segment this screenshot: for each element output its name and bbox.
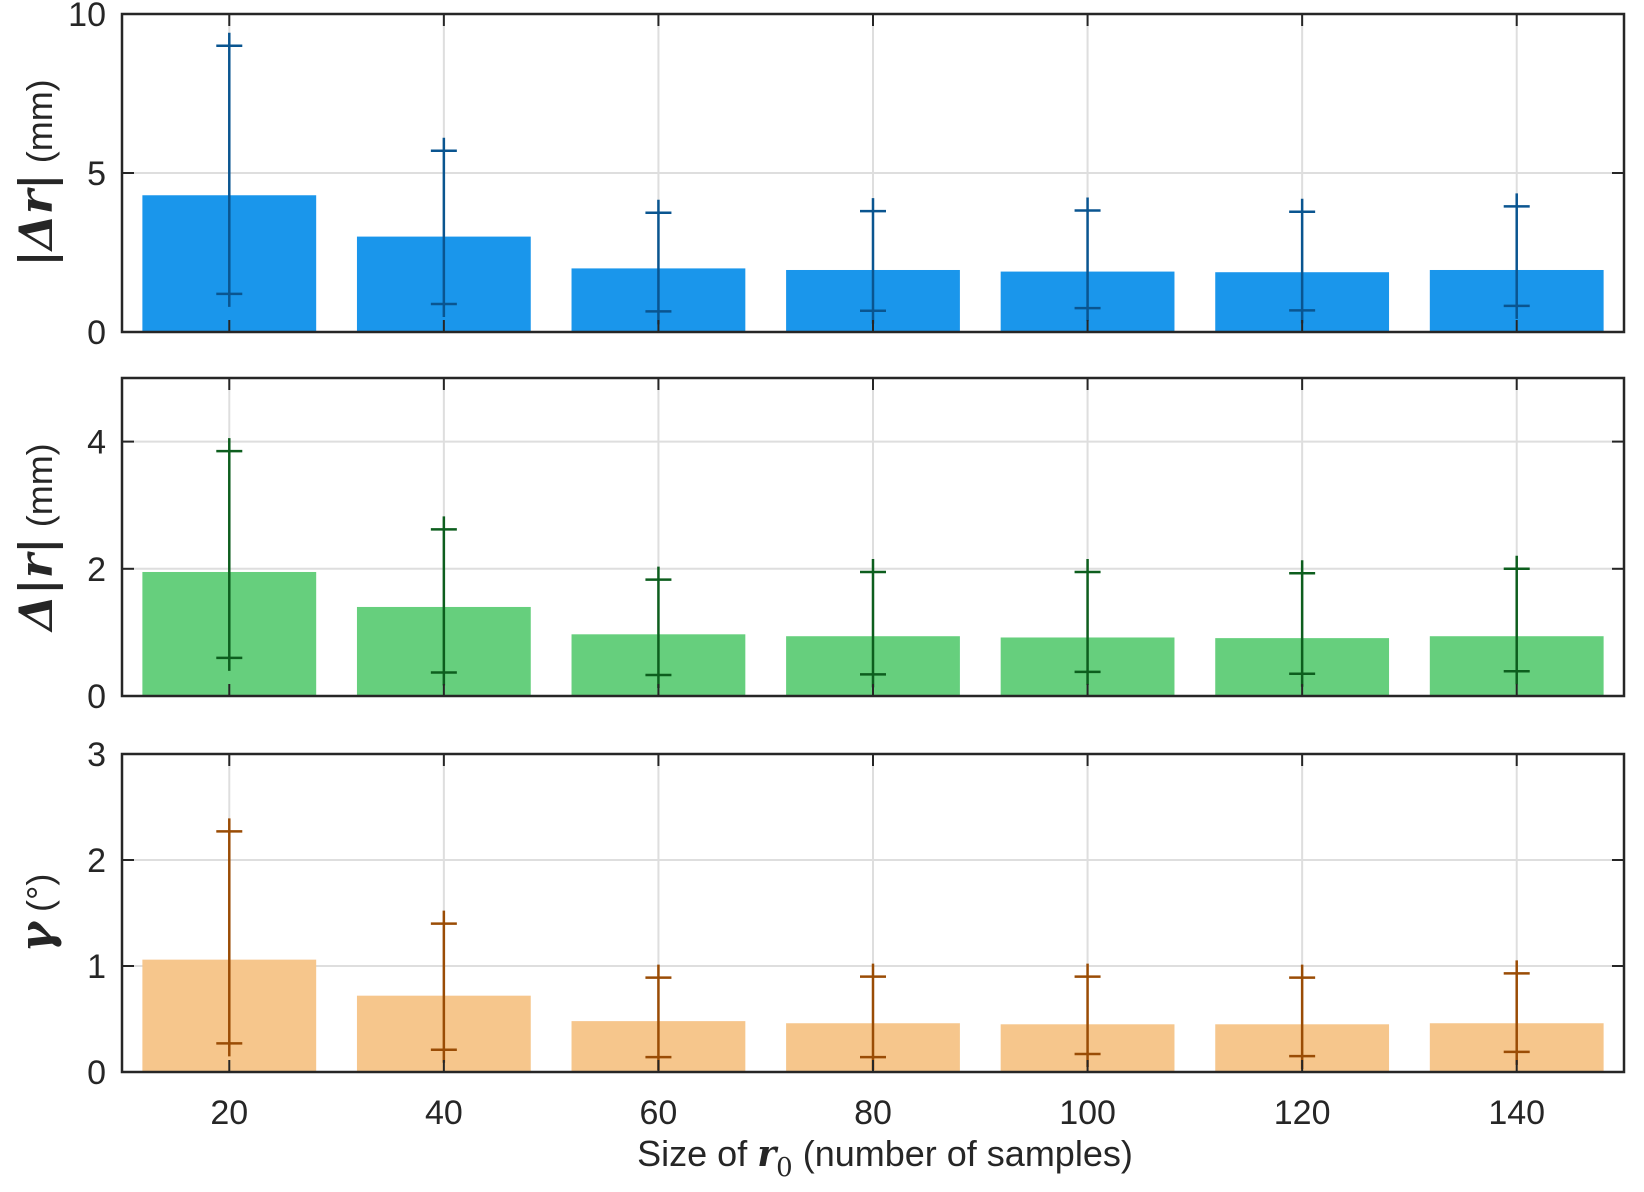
y-tick-label: 0 [87,678,106,716]
y-axis-label: Δ|r| (mm) [9,443,63,632]
error-bar-20 [216,438,243,671]
chart-panels: 0 5 10 |Δr| (mm) 0 2 4 Δ|r| (mm) 0 1 2 3 γ (°) [9,0,1626,1092]
panel-gamma-angle: 0 1 2 3 γ (°) [9,736,1626,1092]
x-axis-label-symbol: r [757,1133,779,1175]
error-bar-120 [1289,964,1316,1070]
x-tick-label-60: 60 [640,1094,678,1132]
error-bar-120 [1289,560,1316,687]
y-axis-label-math: |Δr| [9,173,63,266]
x-axis-label-suffix: (number of samples) [793,1133,1133,1174]
y-tick-label: 5 [87,155,106,193]
y-axis-label: γ (°) [9,874,63,953]
x-tick-label-40: 40 [425,1094,463,1132]
error-bar-80 [860,558,886,688]
error-bar-20 [216,32,243,307]
error-bar-60 [645,964,672,1071]
error-bar-40 [430,516,457,686]
error-bar-100 [1074,197,1101,322]
y-tick-label: 0 [87,1054,106,1092]
x-axis-label: Size of r0 (number of samples) [637,1133,1133,1183]
y-axis-label: |Δr| (mm) [9,79,63,266]
y-axis-label-unit: (mm) [19,79,60,173]
panel-delta-r-magnitude: 0 5 10 |Δr| (mm) [9,0,1626,352]
error-bar-140 [1503,960,1530,1065]
error-bar-80 [860,963,886,1071]
x-tick-label-100: 100 [1059,1094,1116,1132]
panel-delta-magnitude-r: 0 2 4 Δ|r| (mm) [9,376,1626,716]
y-tick-label: 1 [87,948,106,986]
y-axis-label-unit: (°) [19,874,60,922]
y-axis-label-math: γ [9,919,63,952]
error-bar-60 [645,199,672,325]
x-tick-label-80: 80 [854,1094,892,1132]
error-bar-140 [1503,193,1530,319]
error-bar-40 [430,910,457,1063]
y-tick-label: 3 [87,736,106,774]
error-bar-100 [1074,963,1101,1067]
y-tick-label: 2 [87,842,106,880]
x-tick-labels: 20 40 60 80 100 120 140 [210,1094,1545,1132]
x-axis-label-prefix: Size of [637,1133,757,1174]
y-axis-label-unit: (mm) [19,443,60,537]
error-bar-120 [1289,198,1316,324]
error-bar-20 [216,818,243,1057]
x-axis-label-subscript: 0 [776,1153,793,1183]
error-bar-140 [1503,555,1530,685]
error-bar-60 [645,566,672,689]
y-axis-label-math: Δ|r| [9,537,63,632]
x-tick-label-140: 140 [1488,1094,1545,1132]
error-bar-100 [1074,558,1101,685]
y-tick-label: 10 [68,0,106,34]
x-tick-label-120: 120 [1274,1094,1331,1132]
y-tick-label: 0 [87,314,106,352]
y-tick-label: 2 [87,551,106,589]
error-bar-40 [430,137,457,318]
x-tick-label-20: 20 [210,1094,248,1132]
y-tick-label: 4 [87,424,106,462]
error-bar-80 [860,198,886,324]
